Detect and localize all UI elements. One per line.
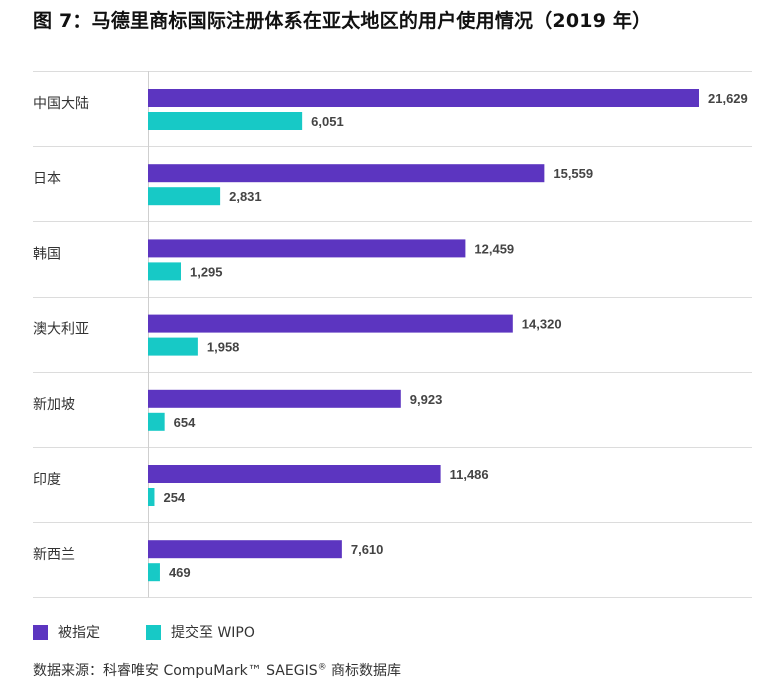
category-label: 新加坡 <box>33 397 75 413</box>
registered-mark: ® <box>317 662 327 673</box>
bar-wipo <box>148 112 303 130</box>
category-label: 澳大利亚 <box>33 322 89 338</box>
value-label-wipo: 1,958 <box>207 340 240 355</box>
legend-item-wipo: 提交至 WIPO <box>146 622 255 642</box>
value-label-designated: 12,459 <box>474 241 514 256</box>
source-text: 数据来源：科睿唯安 CompuMark™ SAEGIS <box>33 663 318 679</box>
value-label-wipo: 2,831 <box>229 189 262 204</box>
value-label-wipo: 654 <box>174 415 196 430</box>
bar-wipo <box>148 187 221 206</box>
value-label-designated: 21,629 <box>708 91 748 106</box>
value-label-designated: 15,559 <box>553 166 593 181</box>
category-label: 中国大陆 <box>33 96 89 112</box>
bar-designated <box>148 389 401 408</box>
bar-wipo <box>148 488 155 506</box>
bar-designated <box>148 89 699 107</box>
value-label-wipo: 6,051 <box>311 114 344 129</box>
bar-designated <box>148 540 342 559</box>
category-label: 新西兰 <box>33 547 75 563</box>
value-label-wipo: 1,295 <box>190 264 223 279</box>
legend-label-wipo: 提交至 WIPO <box>171 625 255 641</box>
bar-wipo <box>148 412 165 431</box>
bar-designated <box>148 314 513 333</box>
bar-designated <box>148 164 545 183</box>
value-label-designated: 14,320 <box>522 317 562 332</box>
category-label: 日本 <box>33 171 61 187</box>
category-label: 韩国 <box>33 246 61 262</box>
legend-item-designated: 被指定 <box>33 622 100 642</box>
value-label-designated: 7,610 <box>351 542 384 557</box>
bar-wipo <box>148 262 181 281</box>
legend-swatch-designated <box>33 624 48 640</box>
value-label-wipo: 254 <box>163 490 185 505</box>
value-label-wipo: 469 <box>169 565 191 580</box>
source-suffix: 商标数据库 <box>326 663 402 679</box>
legend-label-designated: 被指定 <box>58 625 100 641</box>
legend-swatch-wipo <box>146 624 161 640</box>
value-label-designated: 11,486 <box>450 467 489 482</box>
category-label: 印度 <box>33 472 61 488</box>
bar-wipo <box>148 563 160 582</box>
bar-designated <box>148 239 466 258</box>
chart-title: 图 7：马德里商标国际注册体系在亚太地区的用户使用情况（2019 年） <box>33 10 652 32</box>
value-label-designated: 9,923 <box>410 392 443 407</box>
bar-wipo <box>148 337 198 356</box>
source-note: 数据来源：科睿唯安 CompuMark™ SAEGIS® 商标数据库 <box>33 660 401 680</box>
legend: 被指定 提交至 WIPO <box>33 622 301 642</box>
bar-designated <box>148 465 441 483</box>
